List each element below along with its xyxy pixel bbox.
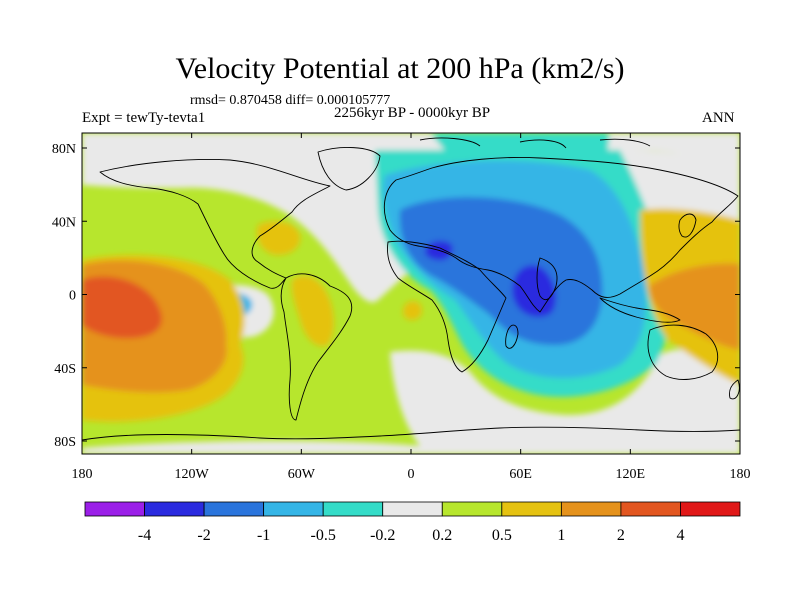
latitude-labels: 80N 40N 0 40S 80S [52,142,76,450]
colorbar-swatch [322,501,384,517]
coast-antarctica [82,426,740,441]
coast-maritime [599,297,681,323]
stats-label: rmsd= 0.870458 diff= 0.000105777 [190,93,391,108]
colorbar-swatch [501,501,562,517]
lon-label: 180 [730,467,751,482]
colorbar-label: -0.5 [311,527,336,544]
colorbar-label: -4 [138,527,151,544]
lat-label: 80N [52,142,76,157]
colorbar-swatch [620,501,681,517]
coast-north-america [99,159,331,289]
season-label: ANN [702,110,735,126]
positive-lobe-westpac-inner [649,263,740,350]
lat-label: 80S [54,435,76,450]
colorbar [84,501,741,517]
coast-madagascar [505,324,519,349]
colorbar-swatch [144,501,205,517]
longitude-labels: 180 120W 60W 0 60E 120E 180 [72,467,751,482]
positive-patch-america [291,275,334,347]
velocity-potential-field [82,133,740,454]
lat-label: 40N [52,215,76,230]
lon-label: 120W [175,467,210,482]
coast-eurasia [383,157,739,313]
coast-arctic-islands [419,137,651,149]
colorbar-label: 0.5 [492,527,512,544]
lat-label: 40S [54,362,76,377]
positive-patch-atlantic [403,301,423,320]
axis-ticks [81,133,741,454]
colorbar-label: 1 [557,527,565,544]
lon-label: 0 [408,467,415,482]
colorbar-swatch [441,501,503,517]
colorbar-label: -1 [257,527,270,544]
colorbar-swatch [263,501,324,517]
coast-australia [647,324,719,380]
colorbar-swatch [382,501,443,517]
colorbar-label: -0.2 [370,527,395,544]
lon-label: 60E [509,467,532,482]
colorbar-swatch [560,501,622,517]
colorbar-label: -2 [197,527,210,544]
colorbar-swatch [680,501,741,517]
coast-south-america [280,273,353,421]
colorbar-swatch [203,501,265,517]
colorbar-label: 4 [676,527,684,544]
positive-patch-caribbean [256,221,301,256]
positive-core-pacific [82,276,162,339]
lat-label: 0 [69,289,76,304]
lon-label: 60W [288,467,316,482]
coast-japan [678,213,697,238]
coast-india [536,257,558,300]
map-title: Velocity Potential at 200 hPa (km2/s) [175,52,625,85]
lon-label: 120E [616,467,646,482]
colorbar-label: 2 [617,527,625,544]
lon-label: 180 [72,467,93,482]
neutral-band-west [82,150,420,303]
colorbar-labels: -4 -2 -1 -0.5 -0.2 0.2 0.5 1 2 4 [138,527,685,544]
period-label: 2256kyr BP - 0000kyr BP [333,105,491,121]
experiment-label: Expt = tewTy-tevta1 [82,110,206,126]
coast-greenland [317,147,381,191]
coast-new-zealand [729,379,740,400]
colorbar-label: 0.2 [432,527,452,544]
coast-africa [387,240,507,373]
coastlines [82,137,740,441]
colorbar-swatch [84,501,145,517]
